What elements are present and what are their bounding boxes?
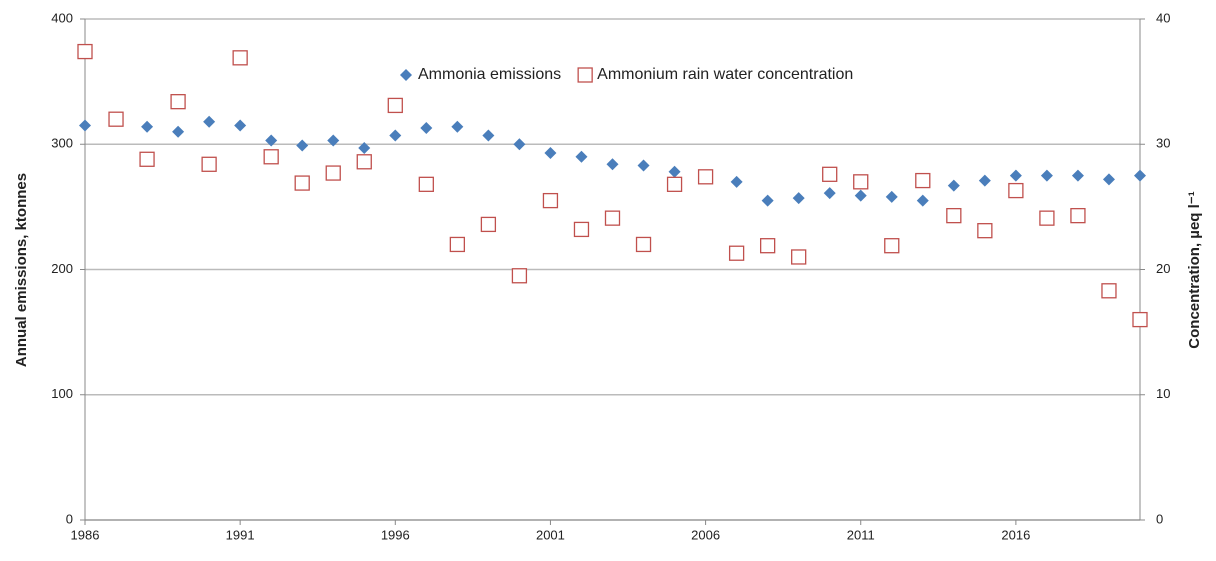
legend-marker [577,67,593,83]
point [915,172,931,189]
y2-axis-title: Concentration, µeq l⁻¹ [1186,191,1203,348]
x-tick-label: 1991 [226,527,255,542]
point [108,111,124,127]
point [730,175,743,188]
x-tick-label: 2006 [691,527,720,542]
point [823,187,836,200]
point [511,268,528,284]
point [1040,169,1053,182]
point [294,175,310,191]
point [1039,210,1055,226]
point [203,115,216,128]
point [637,159,650,172]
point [449,236,466,253]
point [513,138,526,151]
x-tick-label: 2011 [847,527,875,542]
point [451,120,464,133]
point [792,192,805,205]
point [234,119,247,132]
point [759,238,776,254]
point [1102,173,1115,186]
y2-tick-label: 10 [1156,386,1170,401]
point [232,50,248,66]
point [853,174,869,190]
y2-tick-label: 40 [1156,10,1170,25]
point [884,238,900,254]
point [296,139,309,152]
point [946,207,962,224]
y-tick-label: 300 [51,136,73,151]
point [389,129,402,142]
point [1009,169,1022,182]
legend: Ammonia emissions Ammonium rain water con… [400,66,853,83]
point [822,166,838,182]
legend-label: Ammonium rain water concentration [597,66,853,83]
y2-tick-label: 0 [1156,511,1163,526]
point [139,151,155,167]
point [356,154,372,170]
y-tick-label: 0 [66,511,73,526]
point [542,192,559,209]
point [387,97,403,114]
point [358,142,371,155]
y2-tick-label: 30 [1156,136,1170,151]
point [420,121,433,134]
x-tick-label: 2001 [536,527,565,542]
point [77,43,93,60]
legend-label: Ammonia emissions [418,66,561,83]
y-tick-label: 400 [51,10,73,25]
y-tick-label: 100 [51,386,73,401]
y-axis-title: Annual emissions, ktonnes [13,173,30,367]
point [265,134,278,147]
point [791,249,807,265]
point [977,223,993,239]
x-tick-label: 1986 [71,527,100,542]
point [1132,311,1148,328]
y-tick-label: 200 [51,261,73,276]
point [575,150,588,163]
x-tick-label: 2016 [1001,527,1030,542]
point [573,221,590,238]
point [418,176,434,192]
point [1008,182,1024,199]
point [327,134,340,147]
point [668,165,681,178]
point [978,174,991,187]
point [916,194,929,207]
point [172,125,185,138]
point [170,94,186,110]
point [201,156,217,172]
point [697,169,714,185]
point [1071,169,1084,182]
point [728,245,745,261]
point [635,236,652,253]
point [666,176,683,192]
point [79,119,91,132]
point [544,147,557,160]
point [1070,207,1086,224]
point [885,190,898,203]
point [761,194,774,207]
point [604,210,621,226]
point [854,189,867,202]
point [947,179,960,192]
legend-marker [400,69,412,81]
point [1101,283,1117,299]
point [141,120,154,133]
point [482,129,495,142]
point [606,158,619,171]
x-tick-label: 1996 [381,527,410,542]
point [325,165,341,181]
point [480,216,497,233]
point [263,149,279,165]
point [1134,169,1146,182]
y2-tick-label: 20 [1156,261,1170,276]
